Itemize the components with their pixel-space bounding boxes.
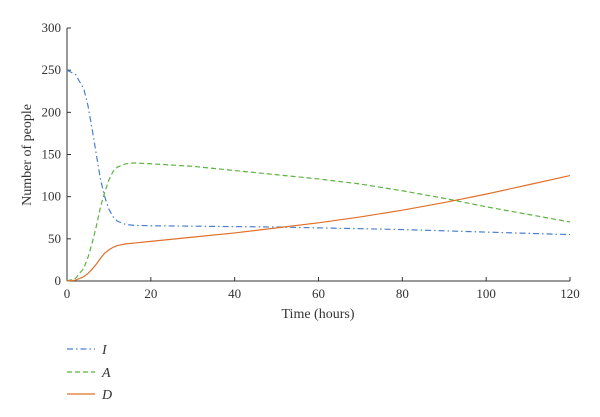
y-tick-label: 50 — [48, 231, 61, 246]
x-tick-label: 120 — [560, 286, 580, 301]
series-line-d — [66, 174, 571, 282]
x-axis-title: Time (hours) — [282, 307, 355, 322]
y-axis-title: Number of people — [20, 104, 35, 206]
y-tick-label: 100 — [42, 189, 62, 204]
y-tick-label: 250 — [42, 62, 62, 77]
legend-label-i: I — [101, 343, 108, 358]
x-tick-label: 80 — [396, 286, 409, 301]
y-tick-label: 200 — [42, 104, 62, 119]
legend: IAD — [67, 343, 112, 403]
y-tick-label: 0 — [55, 273, 62, 288]
ticks: 0 20 40 60 80 100 120 0 50 100 150 200 250 300 — [42, 20, 580, 301]
x-tick-label: 40 — [228, 286, 241, 301]
series-line-a — [66, 162, 571, 282]
x-tick-label: 60 — [312, 286, 325, 301]
x-tick-label: 20 — [144, 286, 157, 301]
plot-area — [66, 69, 571, 282]
y-tick-label: 150 — [42, 147, 62, 162]
legend-label-a: A — [101, 366, 111, 381]
axes — [66, 28, 570, 282]
x-tick-label: 100 — [476, 286, 496, 301]
legend-label-d: D — [101, 388, 112, 403]
x-tick-label: 0 — [64, 286, 71, 301]
series-line-i — [66, 69, 571, 236]
y-tick-label: 300 — [42, 20, 62, 35]
